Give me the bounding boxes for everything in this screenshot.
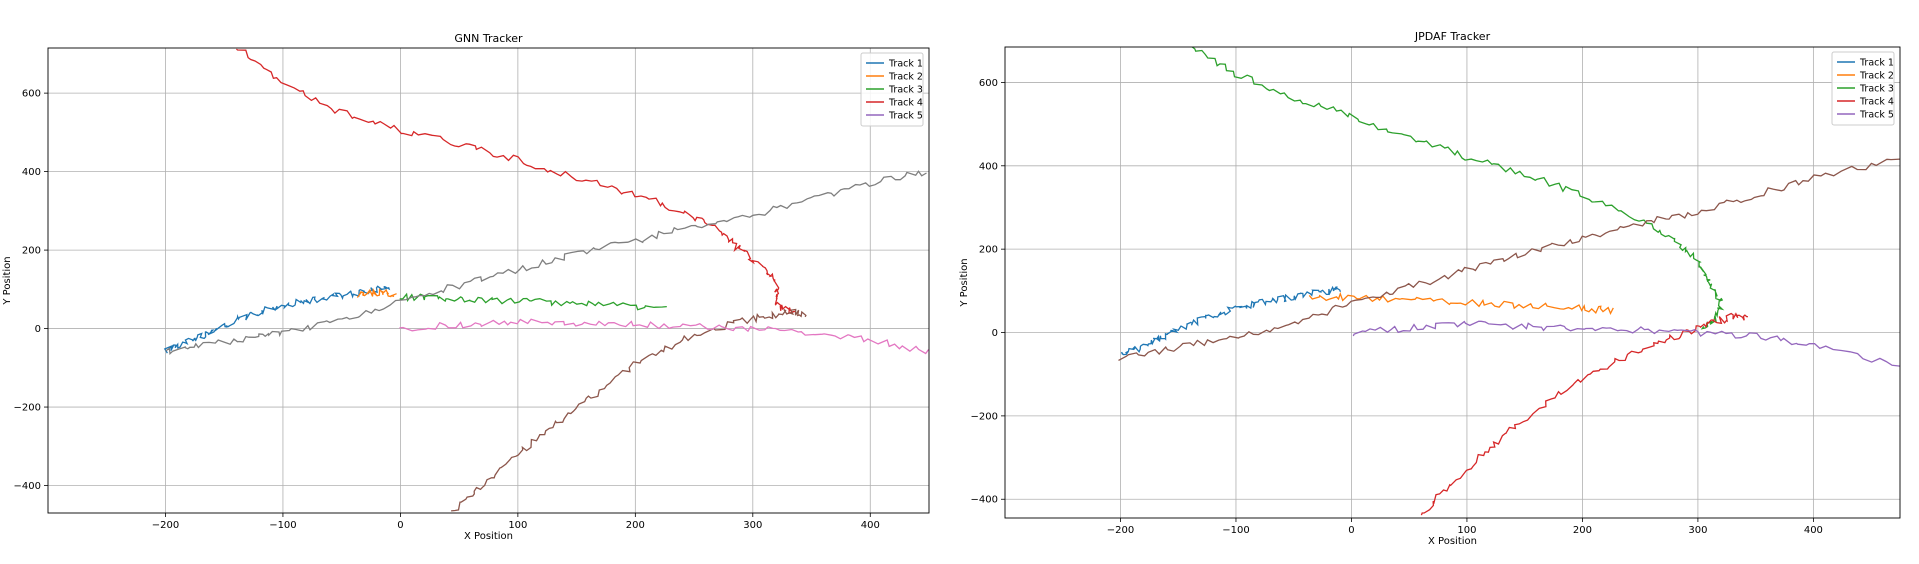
x-tick-label: 300 — [1688, 525, 1707, 536]
y-tick-label: 0 — [992, 328, 998, 339]
y-axis-label: Y Position — [2, 256, 13, 305]
x-tick-label: 0 — [1348, 525, 1354, 536]
legend-entry: Track 4 — [1859, 97, 1894, 108]
legend-entry: Track 5 — [888, 111, 923, 122]
plot-area — [1118, 47, 1900, 516]
x-tick-label: 300 — [743, 520, 762, 531]
x-tick-label: −200 — [1107, 525, 1134, 536]
y-axis-label: Y Position — [959, 258, 970, 307]
y-tick-label: −400 — [14, 481, 41, 492]
chart-title: JPDAF Tracker — [1414, 30, 1491, 43]
legend-entry: Track 5 — [1859, 110, 1894, 121]
series-line-unlabeled-5 — [451, 308, 807, 512]
y-tick-label: 0 — [35, 324, 41, 335]
legend-entry: Track 3 — [888, 85, 923, 96]
axes-frame — [1004, 46, 1901, 519]
x-tick-label: 400 — [861, 520, 880, 531]
chart-panel-2: −200 −100 0 100 200 300 400 −400 −200 0 200 400 600 J… — [959, 30, 1901, 547]
series-line-track-5 — [1352, 320, 1900, 367]
legend: Track 1 Track 2 Track 3 Track 4 Track 5 — [860, 52, 924, 127]
legend-entry: Track 1 — [1859, 58, 1894, 69]
legend-entry: Track 4 — [888, 98, 923, 109]
x-tick-label: −100 — [269, 520, 296, 531]
x-axis-label: X Position — [464, 531, 513, 542]
series-line-track-1 — [163, 285, 391, 354]
x-tick-label: 100 — [1457, 525, 1476, 536]
x-tick-label: −100 — [1222, 525, 1249, 536]
y-tick-label: −200 — [14, 403, 41, 414]
y-tick-label: 400 — [979, 161, 998, 172]
x-tick-label: 200 — [626, 520, 645, 531]
plot-area — [163, 48, 929, 512]
series-line-unlabeled-5 — [1118, 158, 1900, 361]
x-tick-label: 200 — [1573, 525, 1592, 536]
series-line-track-2 — [356, 287, 397, 298]
series-line-unlabeled-7 — [165, 170, 927, 356]
series-line-track-4 — [1420, 312, 1748, 516]
y-tick-label: 600 — [22, 89, 41, 100]
chart-panel-1: −200 −100 0 100 200 300 400 −400 −200 0 200 400 600 G… — [2, 32, 930, 542]
y-tick-label: 600 — [979, 78, 998, 89]
legend-entry: Track 2 — [1859, 71, 1894, 82]
x-tick-label: 0 — [397, 520, 403, 531]
x-tick-label: −200 — [152, 520, 179, 531]
x-tick-label: 100 — [508, 520, 527, 531]
y-tick-label: 200 — [22, 246, 41, 257]
y-tick-label: −400 — [971, 495, 998, 506]
y-tick-label: −200 — [971, 411, 998, 422]
legend-entry: Track 3 — [1859, 84, 1894, 95]
x-axis-label: X Position — [1428, 536, 1477, 547]
series-line-track-4 — [236, 48, 796, 315]
series-line-unlabeled-6 — [399, 318, 929, 355]
series-line-track-3 — [1191, 47, 1725, 330]
legend-box — [1831, 51, 1895, 126]
series-line-track-2 — [1308, 291, 1614, 315]
legend-box — [860, 52, 924, 127]
legend-entry: Track 2 — [888, 72, 923, 83]
x-tick-label: 400 — [1804, 525, 1823, 536]
y-tick-label: 200 — [979, 245, 998, 256]
y-tick-label: 400 — [22, 167, 41, 178]
chart-title: GNN Tracker — [454, 32, 523, 45]
series-line-track-1 — [1120, 285, 1342, 356]
axes-frame — [47, 47, 930, 514]
legend: Track 1 Track 2 Track 3 Track 4 Track 5 — [1831, 51, 1895, 126]
series-line-track-3 — [399, 292, 667, 311]
legend-entry: Track 1 — [888, 59, 923, 70]
